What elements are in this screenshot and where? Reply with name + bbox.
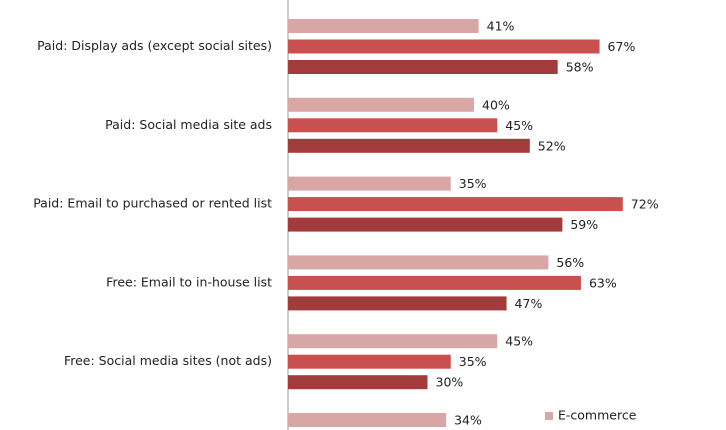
category-label: Free: Social media sites (not ads) [64,353,272,368]
value-label: 41% [487,19,515,34]
bar [288,375,428,390]
bar [288,138,530,153]
bar [288,354,451,369]
bar [288,197,623,212]
bar [288,118,498,133]
legend-swatch [545,412,553,420]
value-label: 45% [505,334,533,349]
bar [288,217,563,232]
bar [288,334,498,349]
category-label: Paid: Email to purchased or rented list [33,196,272,211]
bar [288,97,474,112]
category-label: Paid: Social media site ads [105,117,272,132]
value-label: 30% [436,375,464,390]
value-label: 52% [538,138,566,153]
bar [288,255,549,270]
bar [288,19,479,33]
bar [288,275,581,290]
category-label: Paid: Display ads (except social sites) [37,38,272,53]
value-label: 45% [505,118,533,133]
bar [288,60,558,74]
value-label: 56% [556,255,584,270]
value-label: 58% [566,60,594,75]
bar [288,413,447,427]
value-label: 35% [459,354,487,369]
bar [288,176,451,191]
bar [288,39,600,54]
value-label: 34% [454,413,482,428]
category-label: Free: Email to in-house list [106,274,272,289]
value-label: 63% [589,275,617,290]
value-label: 47% [515,296,543,311]
value-label: 72% [631,197,659,212]
value-label: 67% [608,39,636,54]
value-label: 40% [482,97,510,112]
legend-label: E-commerce [558,408,637,423]
value-label: 35% [459,176,487,191]
bar [288,296,507,311]
value-label: 59% [570,217,598,232]
